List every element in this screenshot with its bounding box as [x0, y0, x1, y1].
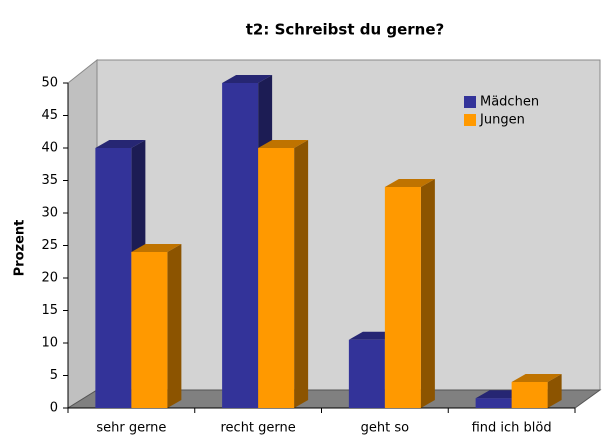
y-tick-label: 35: [41, 173, 58, 188]
bar: [348, 339, 385, 408]
y-tick-label: 5: [50, 368, 58, 383]
bar: [95, 148, 132, 408]
bar: [511, 382, 548, 408]
bar-top: [95, 140, 146, 148]
y-tick-label: 25: [41, 238, 58, 253]
bar-top: [384, 179, 435, 187]
x-tick-label: recht gerne: [220, 421, 295, 436]
bar: [258, 148, 295, 408]
bar-top: [222, 75, 273, 83]
y-tick-label: 40: [41, 141, 58, 156]
bar-side: [167, 244, 182, 408]
x-tick-label: geht so: [361, 421, 409, 436]
bar: [384, 187, 421, 408]
bar: [131, 252, 168, 408]
bar-top: [258, 140, 309, 148]
y-tick-label: 45: [41, 108, 58, 123]
y-axis-label: Prozent: [13, 220, 28, 277]
bar-side: [547, 374, 562, 408]
legend-label: Mädchen: [480, 95, 539, 110]
y-tick-label: 0: [50, 401, 58, 416]
legend-swatch: [464, 114, 476, 126]
legend-swatch: [464, 96, 476, 108]
chart-title: t2: Schreibst du gerne?: [246, 21, 444, 39]
bar-top: [131, 244, 182, 252]
bar: [475, 398, 512, 408]
x-tick-label: find ich blöd: [472, 421, 552, 436]
bar: [222, 83, 259, 408]
y-tick-label: 10: [41, 336, 58, 351]
bar-side: [420, 179, 435, 408]
y-tick-label: 30: [41, 206, 58, 221]
y-tick-label: 15: [41, 303, 58, 318]
bar-top: [511, 374, 562, 382]
x-tick-label: sehr gerne: [96, 421, 166, 436]
bar-side: [294, 140, 309, 408]
legend-label: Jungen: [479, 113, 525, 128]
side-wall: [67, 58, 98, 409]
y-tick-label: 50: [41, 76, 58, 91]
y-tick-label: 20: [41, 271, 58, 286]
